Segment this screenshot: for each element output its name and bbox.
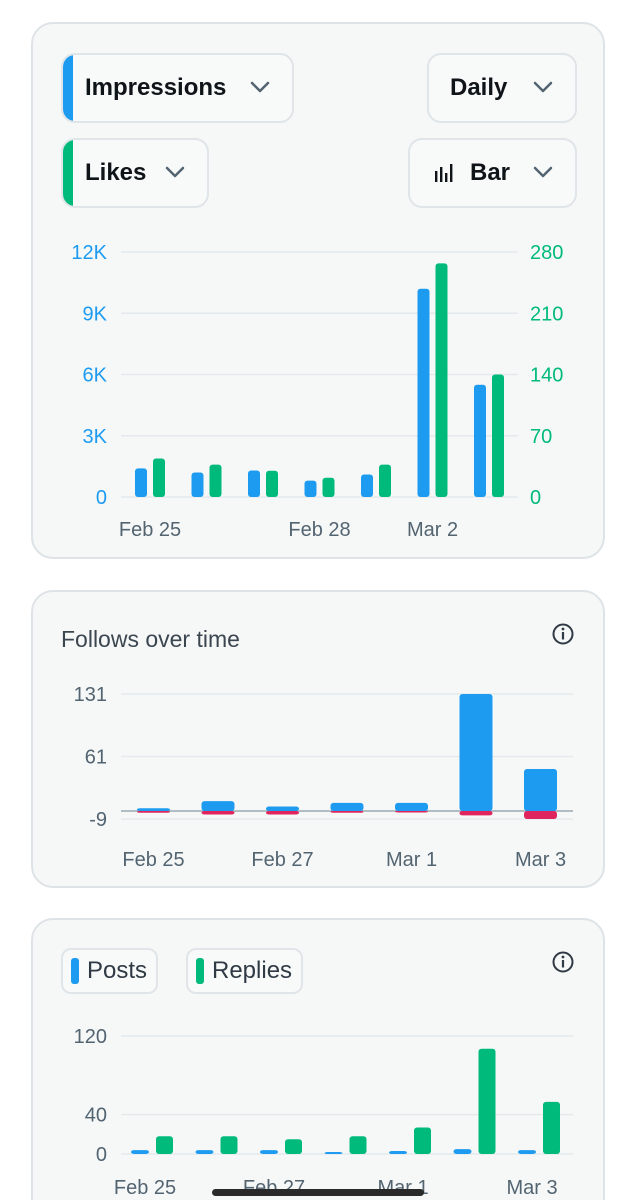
y-tick-label: 120 — [74, 1026, 107, 1048]
impressions-bar — [248, 470, 260, 497]
replies-swatch — [196, 958, 204, 984]
follows-bar — [266, 806, 299, 811]
likes-bar — [266, 470, 278, 497]
posts-bar — [195, 1150, 214, 1154]
unfollows-bar — [395, 810, 428, 813]
unfollows-bar — [459, 810, 493, 816]
y-right-tick-label: 140 — [530, 365, 563, 387]
y-left-tick-label: 3K — [83, 426, 108, 448]
follows-bar — [524, 769, 557, 811]
replies-bar — [543, 1101, 560, 1154]
x-tick-label: Feb 28 — [288, 519, 350, 541]
legend-posts-label: Posts — [87, 957, 148, 984]
posts-bar — [389, 1151, 407, 1154]
impressions-bar — [417, 288, 430, 497]
replies-bar — [478, 1048, 496, 1154]
x-tick-label: Feb 25 — [122, 849, 184, 871]
metric2-label: Likes — [85, 159, 147, 186]
follows-chart: -9 61 131 Feb 25 Feb 27 Mar 1 Mar 3 — [74, 684, 573, 871]
y-left-tick-label: 0 — [96, 487, 107, 509]
analytics-card: Impressions Daily Likes Bar 0 3K 6K 9K 12K 0 7… — [31, 22, 605, 559]
impressions-likes-chart: 0 3K 6K 9K 12K 0 70 140 210 280 Feb 25 Feb 28 Mar 2 — [71, 242, 563, 541]
replies-bar — [285, 1139, 302, 1154]
x-tick-label: Mar 2 — [407, 519, 458, 541]
follows-bar — [137, 808, 170, 811]
metric2-dropdown[interactable]: Likes — [61, 138, 209, 208]
chevron-down-icon — [165, 166, 185, 178]
likes-bar — [209, 464, 222, 497]
chevron-down-icon — [533, 81, 553, 93]
y-tick-label: 0 — [96, 1144, 107, 1166]
likes-bar — [153, 458, 165, 497]
posts-bar — [324, 1152, 343, 1154]
x-tick-label: Mar 3 — [515, 849, 566, 871]
follows-bar — [459, 694, 493, 811]
period-dropdown[interactable]: Daily — [427, 53, 577, 123]
follows-title: Follows over time — [61, 626, 240, 652]
chevron-down-icon — [533, 166, 553, 178]
unfollows-bar — [137, 810, 170, 813]
posts-bar — [453, 1149, 472, 1154]
y-left-tick-label: 6K — [83, 365, 108, 387]
y-tick-label: 131 — [74, 684, 107, 706]
y-left-tick-label: 12K — [71, 242, 107, 264]
period-label: Daily — [450, 74, 508, 101]
likes-bar — [435, 263, 448, 497]
y-right-tick-label: 70 — [530, 426, 552, 448]
likes-bar — [492, 374, 504, 497]
x-tick-label: Feb 25 — [114, 1177, 176, 1199]
y-tick-label: 40 — [85, 1105, 107, 1127]
info-icon[interactable] — [551, 950, 575, 974]
y-right-tick-label: 0 — [530, 487, 541, 509]
follows-bar — [395, 802, 428, 811]
x-tick-label: Feb 25 — [119, 519, 181, 541]
posts-swatch — [71, 958, 79, 984]
posts-bar — [131, 1150, 149, 1154]
chart-type-label: Bar — [470, 159, 511, 186]
follows-card: Follows over time -9 61 131 Feb 25 Feb 27 Mar… — [31, 590, 605, 888]
y-tick-label: -9 — [89, 809, 107, 831]
home-indicator[interactable] — [212, 1189, 424, 1196]
metric1-dropdown[interactable]: Impressions — [61, 53, 294, 123]
y-left-tick-label: 9K — [83, 303, 108, 325]
y-tick-label: 61 — [85, 747, 107, 769]
impressions-bar — [361, 474, 373, 497]
chart-type-dropdown[interactable]: Bar — [408, 138, 577, 208]
legend-posts[interactable]: Posts — [61, 948, 158, 994]
replies-bar — [349, 1136, 367, 1154]
legend-replies[interactable]: Replies — [186, 948, 303, 994]
impressions-bar — [474, 384, 486, 497]
follows-bar — [330, 802, 364, 811]
chevron-down-icon — [250, 81, 270, 93]
unfollows-bar — [330, 810, 364, 813]
unfollows-bar — [201, 810, 235, 815]
y-right-tick-label: 210 — [530, 303, 563, 325]
posts-bar — [260, 1150, 278, 1154]
x-tick-label: Mar 1 — [386, 849, 437, 871]
x-tick-label: Mar 3 — [506, 1177, 557, 1199]
unfollows-bar — [524, 810, 557, 819]
x-tick-label: Feb 27 — [251, 849, 313, 871]
replies-bar — [156, 1136, 173, 1154]
replies-bar — [414, 1127, 431, 1154]
impressions-bar — [304, 480, 317, 497]
metric1-color-stripe — [63, 55, 73, 121]
likes-bar — [322, 477, 335, 497]
posts-bar — [518, 1150, 536, 1154]
metric2-color-stripe — [63, 140, 73, 206]
replies-bar — [220, 1136, 238, 1154]
unfollows-bar — [266, 810, 299, 815]
impressions-bar — [191, 472, 204, 497]
y-right-tick-label: 280 — [530, 242, 563, 264]
likes-bar — [379, 464, 391, 497]
impressions-bar — [135, 468, 147, 497]
activity-card: Posts Replies 0 40 120 Feb 25 Feb 27 Mar 1 Mar… — [31, 918, 605, 1200]
follows-bar — [201, 801, 235, 811]
info-icon[interactable] — [551, 622, 575, 646]
metric1-label: Impressions — [85, 74, 227, 101]
bar-chart-icon — [435, 164, 453, 182]
legend-replies-label: Replies — [212, 957, 293, 984]
